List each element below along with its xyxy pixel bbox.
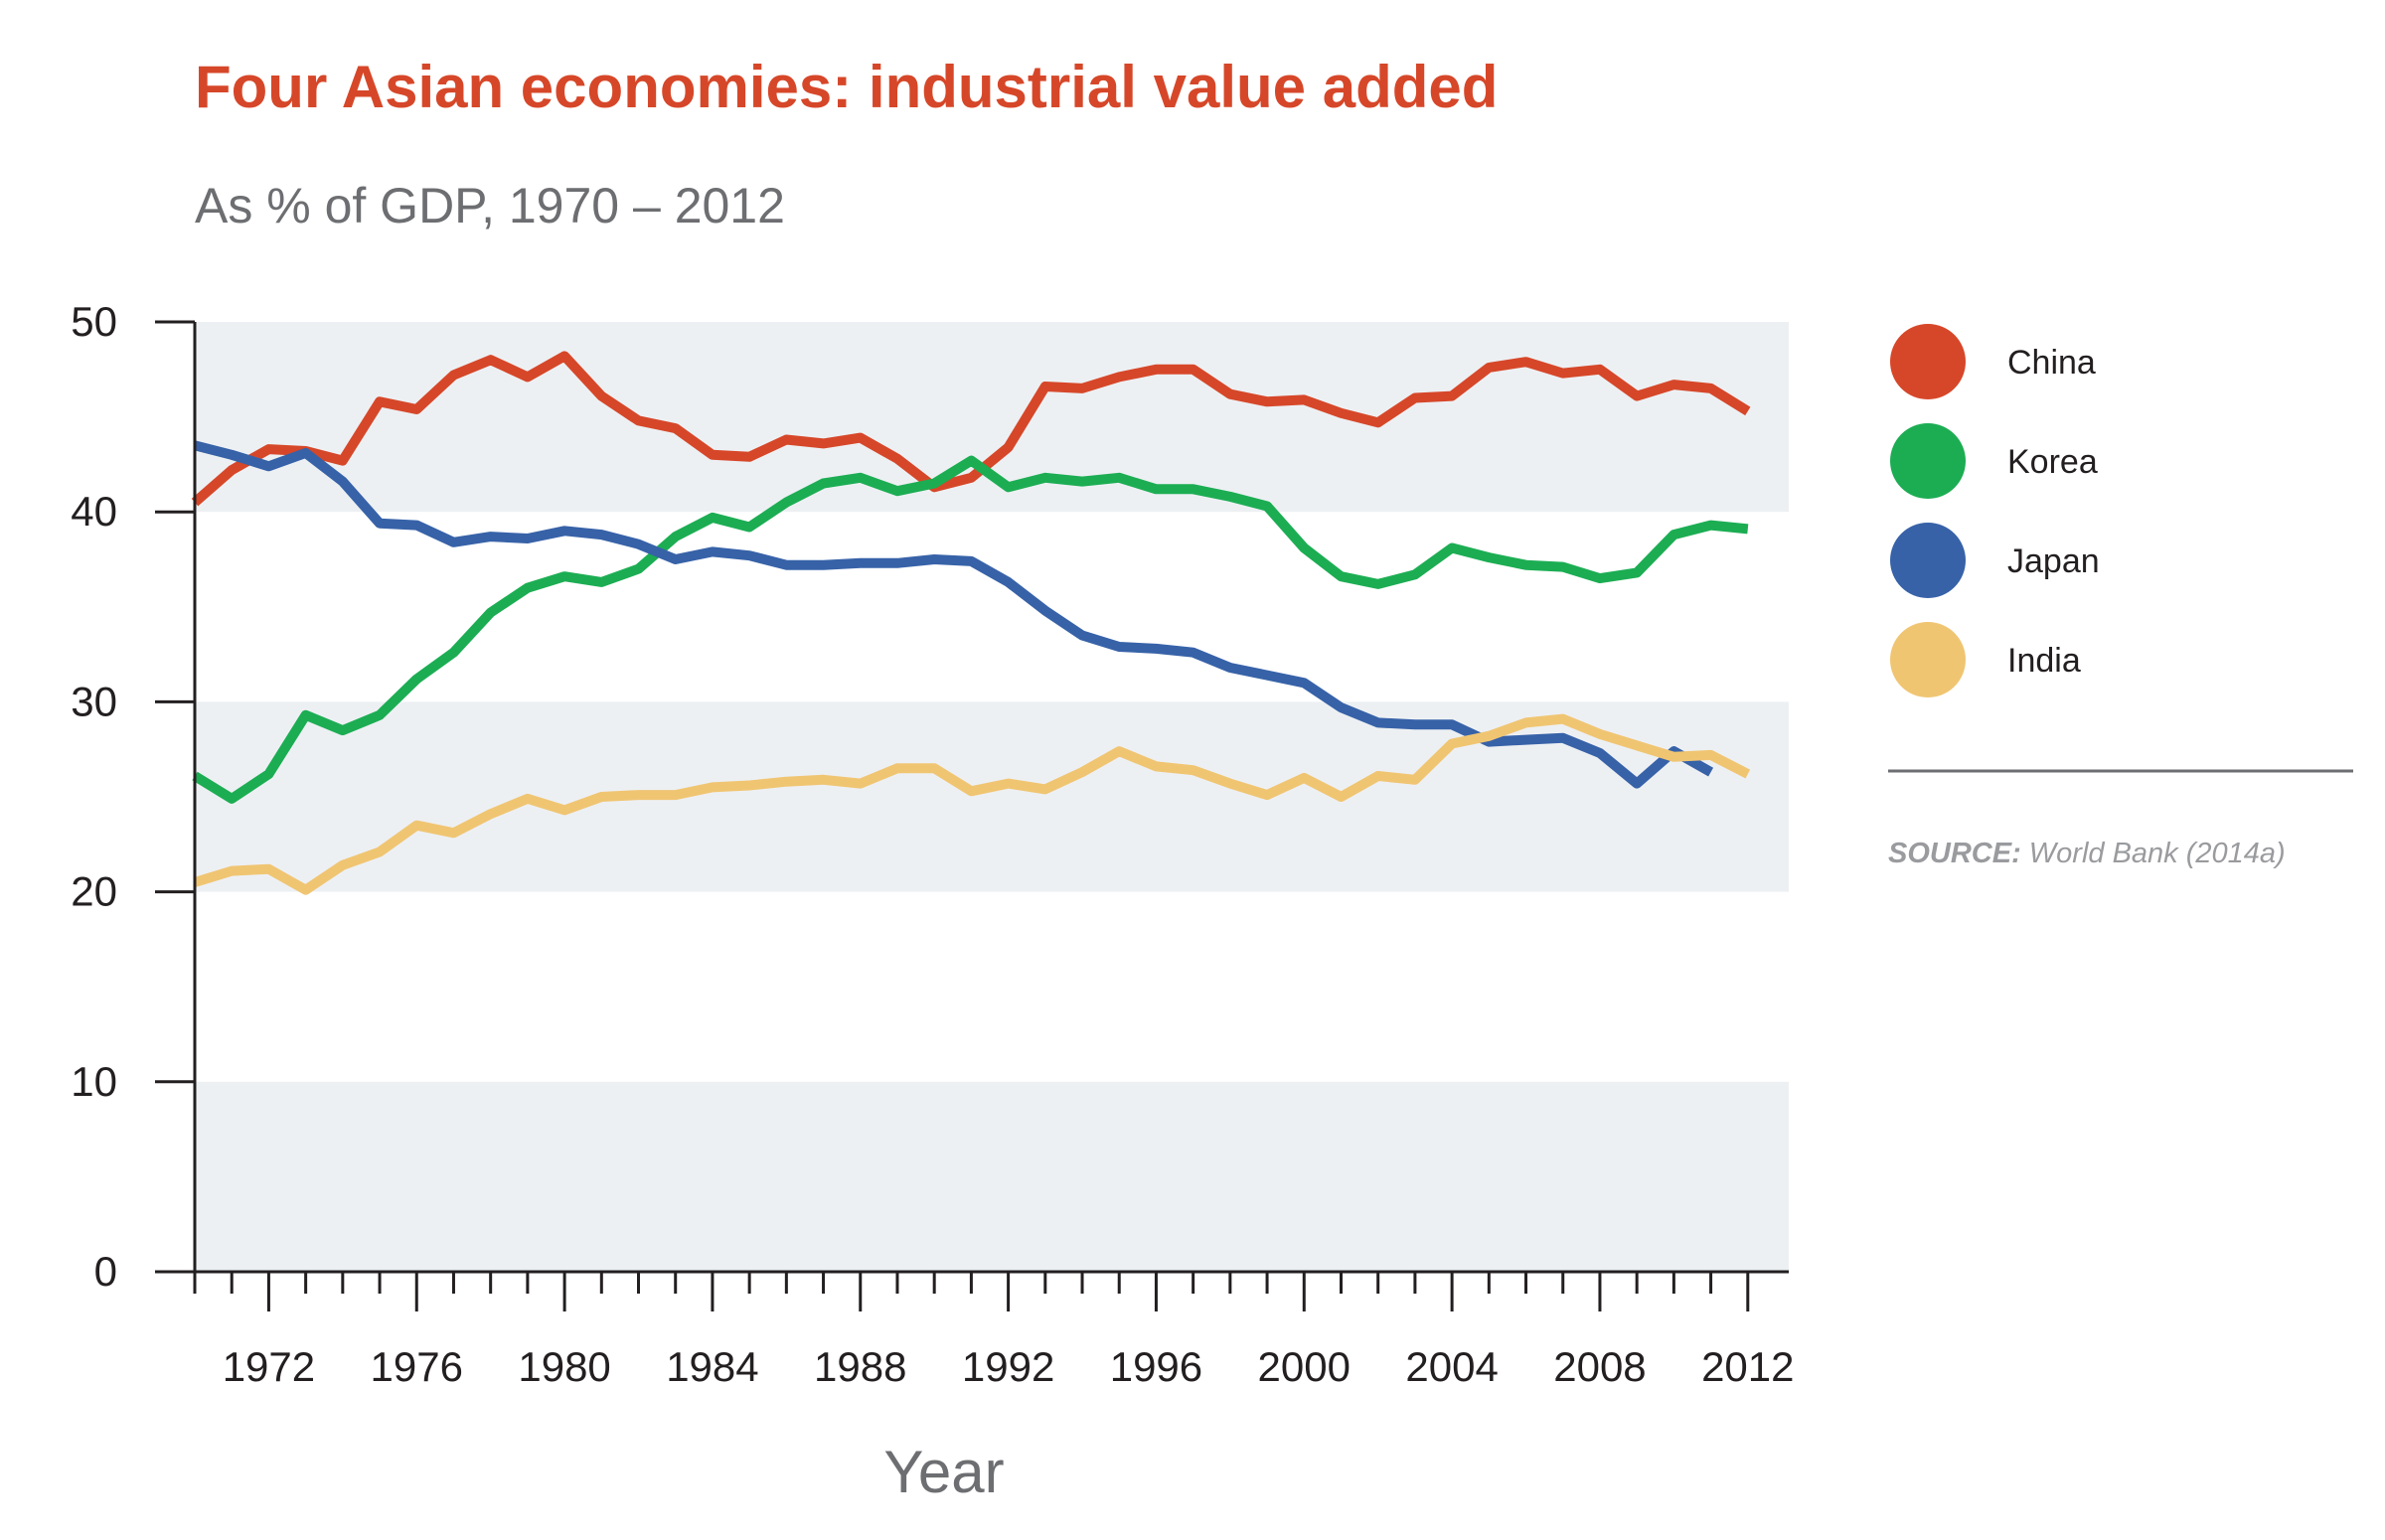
legend-label-india: India	[2007, 642, 2081, 680]
legend: China Korea Japan India	[1888, 324, 2353, 773]
y-tick-label: 30	[71, 678, 117, 724]
legend-label-china: China	[2007, 344, 2096, 382]
x-tick-label: 1980	[518, 1343, 610, 1390]
x-tick-label: 2000	[1258, 1343, 1351, 1390]
source-text: World Bank (2014a)	[2028, 838, 2286, 869]
grid-band	[195, 322, 1789, 513]
x-axis-label: Year	[883, 1439, 1004, 1505]
y-tick-label: 20	[71, 868, 117, 915]
x-tick-label: 1984	[666, 1343, 758, 1390]
grid-band	[195, 701, 1789, 892]
y-tick-label: 40	[71, 488, 117, 535]
legend-label-japan: Japan	[2007, 542, 2100, 580]
legend-label-korea: Korea	[2007, 443, 2098, 481]
chart-title: Four Asian economies: industrial value a…	[195, 54, 1499, 120]
y-tick-label: 0	[94, 1248, 117, 1295]
x-tick-label: 1996	[1110, 1343, 1202, 1390]
x-tick-label: 1992	[962, 1343, 1054, 1390]
legend-swatch-japan	[1890, 523, 1966, 598]
legend-swatch-korea	[1890, 423, 1966, 499]
x-tick-label: 2004	[1405, 1343, 1498, 1390]
series-lines	[191, 351, 1751, 895]
source-note: SOURCE: World Bank (2014a)	[1888, 838, 2286, 870]
y-tick-label: 50	[71, 298, 117, 345]
x-tick-label: 1972	[223, 1343, 315, 1390]
series-line-india	[193, 713, 1751, 895]
x-tick-label: 1976	[371, 1343, 463, 1390]
series-line-china	[191, 351, 1751, 507]
x-tick-label: 2008	[1553, 1343, 1646, 1390]
series-line-japan	[193, 440, 1714, 789]
legend-swatch-india	[1890, 622, 1966, 697]
legend-swatch-china	[1890, 324, 1966, 399]
x-tick-label: 2012	[1701, 1343, 1794, 1390]
series-line-korea	[192, 455, 1749, 804]
source-label: SOURCE:	[1888, 838, 2021, 869]
y-tick-label: 10	[71, 1058, 117, 1105]
axes: 0 10 20 30 40 50 1972 1976 1980 1984 1988 1992 1996 2…	[71, 298, 1794, 1505]
x-tick-label: 1988	[814, 1343, 906, 1390]
chart-subtitle: As % of GDP, 1970 – 2012	[195, 178, 785, 233]
grid-band	[195, 1081, 1789, 1272]
